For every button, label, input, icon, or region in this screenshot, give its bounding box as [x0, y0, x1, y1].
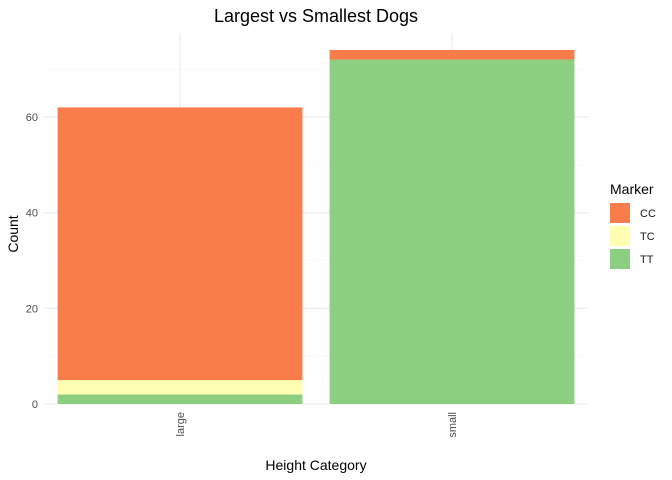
y-tick-label: 0: [32, 399, 38, 411]
bar-segment-large-tt: [57, 394, 303, 404]
legend: Marker CC TC TT: [610, 181, 656, 269]
legend-key-cc: [610, 203, 630, 223]
x-axis-ticks: large small: [175, 412, 459, 438]
x-tick-label: small: [447, 412, 459, 438]
y-tick-label: 40: [26, 208, 38, 220]
legend-key-tt: [610, 249, 630, 269]
x-tick-label: large: [175, 412, 187, 436]
legend-label: TC: [640, 231, 655, 243]
y-axis-ticks: 0 20 40 60: [26, 112, 38, 411]
bar-segment-large-tc: [57, 380, 303, 395]
bar-segment-small-tt: [329, 59, 575, 404]
bar-segment-small-cc: [329, 50, 575, 60]
legend-key-tc: [610, 226, 630, 246]
chart-title: Largest vs Smallest Dogs: [214, 6, 418, 26]
x-axis-title: Height Category: [265, 457, 366, 473]
bars: [57, 50, 575, 404]
legend-label: CC: [640, 208, 656, 220]
legend-label: TT: [640, 254, 654, 266]
bar-segment-large-cc: [57, 107, 303, 381]
legend-title: Marker: [610, 181, 654, 197]
y-axis-title: Count: [5, 215, 21, 252]
y-tick-label: 20: [26, 303, 38, 315]
y-tick-label: 60: [26, 112, 38, 124]
